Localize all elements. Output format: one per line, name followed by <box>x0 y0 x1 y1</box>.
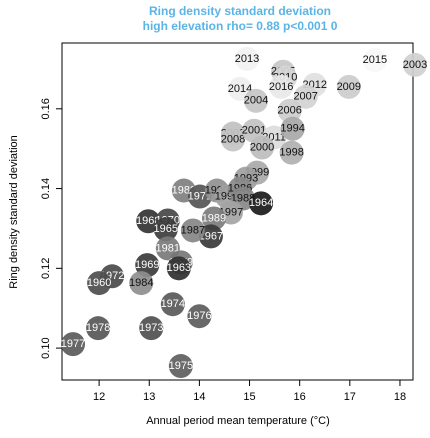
x-tick-label: 15 <box>243 391 255 403</box>
point-label: 1976 <box>187 310 211 322</box>
point-label: 1988 <box>231 192 255 204</box>
point-label: 1978 <box>86 322 110 334</box>
point-label: 2006 <box>277 105 301 117</box>
point <box>168 354 193 379</box>
point-label: 1967 <box>199 230 223 242</box>
x-axis-label: Annual period mean temperature (°C) <box>146 415 330 427</box>
point-label: 2016 <box>269 81 293 93</box>
point <box>293 84 318 109</box>
point <box>153 217 178 242</box>
point-label: 1981 <box>156 242 180 254</box>
point <box>86 316 111 341</box>
point-label: 1989 <box>202 212 226 224</box>
point <box>362 48 387 73</box>
point <box>244 88 269 113</box>
point <box>160 292 185 317</box>
point-label: 1963 <box>167 262 191 274</box>
x-tick-label: 18 <box>394 391 406 403</box>
point-label: 1969 <box>135 259 159 271</box>
point-label: 1998 <box>279 147 303 159</box>
point <box>61 332 86 357</box>
point-label: 1964 <box>249 197 273 209</box>
point-label: 1977 <box>61 338 85 350</box>
point-label: 2013 <box>235 53 259 65</box>
point <box>269 74 294 99</box>
point-label: 1984 <box>129 277 153 289</box>
y-tick-label: 0.14 <box>40 178 52 199</box>
point <box>249 191 274 216</box>
chart-subtitle: high elevation rho= 0.88 p<0.001 0 <box>143 19 338 33</box>
point-label: 1960 <box>87 277 111 289</box>
point <box>87 271 112 296</box>
point <box>277 98 302 123</box>
point-label: 2000 <box>250 141 274 153</box>
point <box>250 135 275 160</box>
point <box>235 46 260 71</box>
x-tick-label: 17 <box>344 391 356 403</box>
point <box>198 224 223 249</box>
y-tick-label: 0.16 <box>40 98 52 119</box>
point-label: 2003 <box>403 59 427 71</box>
point-label: 1973 <box>139 322 163 334</box>
y-axis-label: Ring density standard deviation <box>8 135 20 288</box>
x-tick-label: 13 <box>143 391 155 403</box>
x-tick-label: 12 <box>93 391 105 403</box>
point-label: 1974 <box>161 298 185 310</box>
point <box>220 127 245 152</box>
point-label: 2014 <box>228 83 252 95</box>
point-label: 2009 <box>337 81 361 93</box>
point <box>129 271 154 296</box>
point <box>139 316 164 341</box>
point-label: 1994 <box>280 123 304 135</box>
x-tick-label: 14 <box>193 391 205 403</box>
point-label: 1968 <box>136 215 160 227</box>
point <box>279 140 304 165</box>
point-label: 2015 <box>363 54 387 66</box>
point-label: 2008 <box>221 133 245 145</box>
point <box>336 74 361 99</box>
point <box>187 304 212 329</box>
point-label: 2007 <box>293 91 317 103</box>
point <box>180 218 205 243</box>
point <box>201 206 226 231</box>
y-tick-label: 0.10 <box>40 337 52 358</box>
y-tick-label: 0.12 <box>40 258 52 279</box>
point <box>280 116 305 141</box>
point-label: 2001 <box>242 125 266 137</box>
chart-title: Ring density standard deviation <box>149 4 331 18</box>
point-label: 2004 <box>244 95 268 107</box>
x-tick-label: 16 <box>294 391 306 403</box>
plot-frame <box>61 42 414 381</box>
point-label: 1965 <box>154 223 178 235</box>
point-label: 1987 <box>181 224 205 236</box>
point <box>166 256 191 281</box>
point <box>403 52 428 77</box>
point-label: 1975 <box>169 360 193 372</box>
